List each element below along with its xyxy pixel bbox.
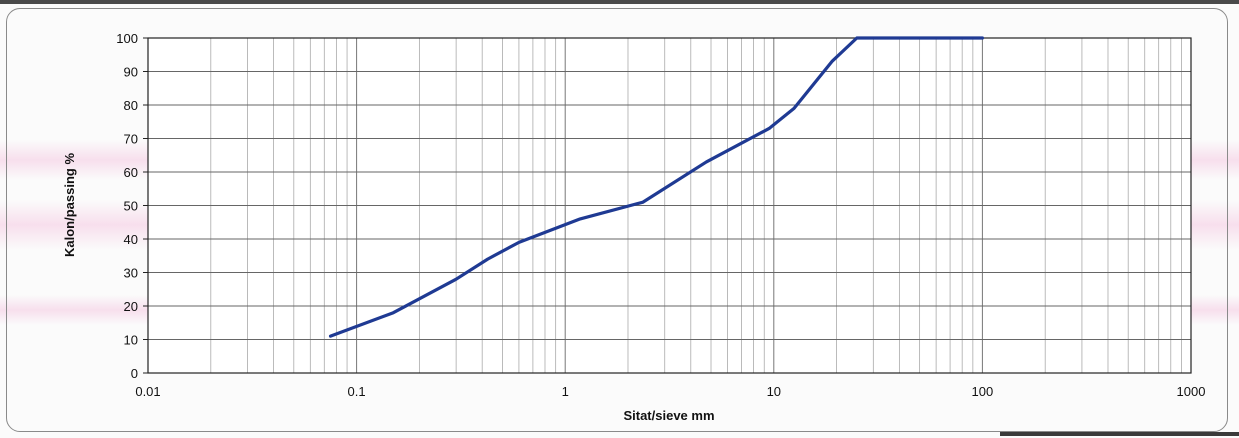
y-tick-label: 60 — [124, 165, 138, 180]
chart-frame — [6, 8, 1228, 432]
y-tick-label: 50 — [124, 199, 138, 214]
bottom-border-rule — [1000, 432, 1239, 436]
x-tick-label: 1000 — [1177, 384, 1206, 399]
x-tick-label: 1 — [562, 384, 569, 399]
y-tick-label: 80 — [124, 98, 138, 113]
top-border-rule — [0, 0, 1239, 4]
y-tick-label: 20 — [124, 299, 138, 314]
y-tick-label: 90 — [124, 65, 138, 80]
x-tick-label: 0.1 — [348, 384, 366, 399]
x-tick-label: 0.01 — [135, 384, 160, 399]
x-tick-labels: 0.01 0.1 1 10 100 1000 — [135, 384, 1205, 399]
x-tick-label: 100 — [972, 384, 994, 399]
y-tick-labels: 0 10 20 30 40 50 60 70 80 90 100 — [116, 31, 138, 381]
y-tick-label: 70 — [124, 132, 138, 147]
y-axis-title: Kalon/passing % — [62, 153, 77, 257]
y-tick-label: 100 — [116, 31, 138, 46]
x-axis-title: Sitat/sieve mm — [623, 408, 714, 423]
y-tick-label: 30 — [124, 266, 138, 281]
y-tick-label: 10 — [124, 333, 138, 348]
y-tick-label: 0 — [131, 366, 138, 381]
x-tick-label: 10 — [767, 384, 781, 399]
grid-lines — [143, 37, 1191, 374]
passing-curve — [328, 36, 984, 338]
y-tick-label: 40 — [124, 232, 138, 247]
plot-border — [147, 37, 1192, 374]
